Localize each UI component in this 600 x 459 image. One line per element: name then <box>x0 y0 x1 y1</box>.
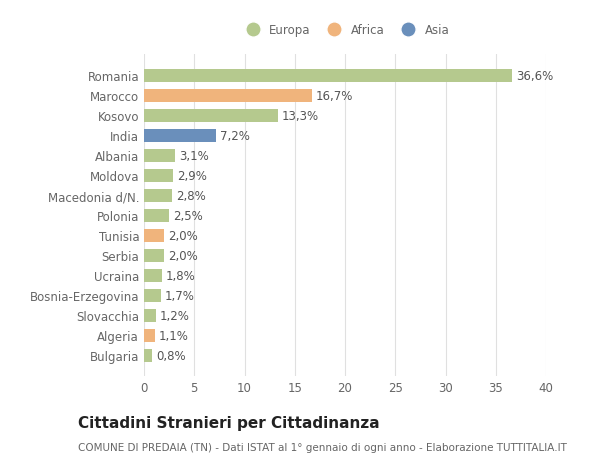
Bar <box>144 209 169 222</box>
Text: 3,1%: 3,1% <box>179 150 209 162</box>
Text: 2,5%: 2,5% <box>173 209 203 222</box>
Bar <box>144 169 173 182</box>
Bar <box>144 110 278 123</box>
Text: 16,7%: 16,7% <box>316 90 353 103</box>
Text: 13,3%: 13,3% <box>281 110 319 123</box>
Text: 1,2%: 1,2% <box>160 309 190 322</box>
Bar <box>144 329 155 342</box>
Bar <box>144 289 161 302</box>
Text: COMUNE DI PREDAIA (TN) - Dati ISTAT al 1° gennaio di ogni anno - Elaborazione TU: COMUNE DI PREDAIA (TN) - Dati ISTAT al 1… <box>78 442 567 452</box>
Bar <box>144 189 172 202</box>
Bar <box>144 349 152 362</box>
Bar <box>144 129 217 142</box>
Text: Cittadini Stranieri per Cittadinanza: Cittadini Stranieri per Cittadinanza <box>78 415 380 431</box>
Bar <box>144 309 156 322</box>
Bar <box>144 90 312 102</box>
Text: 36,6%: 36,6% <box>516 70 553 83</box>
Legend: Europa, Africa, Asia: Europa, Africa, Asia <box>236 19 454 42</box>
Bar <box>144 229 164 242</box>
Text: 1,1%: 1,1% <box>159 329 189 342</box>
Text: 2,0%: 2,0% <box>168 249 198 262</box>
Bar <box>144 70 512 83</box>
Text: 2,9%: 2,9% <box>177 169 207 182</box>
Text: 2,0%: 2,0% <box>168 229 198 242</box>
Text: 7,2%: 7,2% <box>220 129 250 142</box>
Bar <box>144 150 175 162</box>
Text: 0,8%: 0,8% <box>156 349 185 362</box>
Text: 1,8%: 1,8% <box>166 269 196 282</box>
Text: 1,7%: 1,7% <box>165 289 195 302</box>
Text: 2,8%: 2,8% <box>176 189 206 202</box>
Bar <box>144 269 162 282</box>
Bar <box>144 249 164 262</box>
